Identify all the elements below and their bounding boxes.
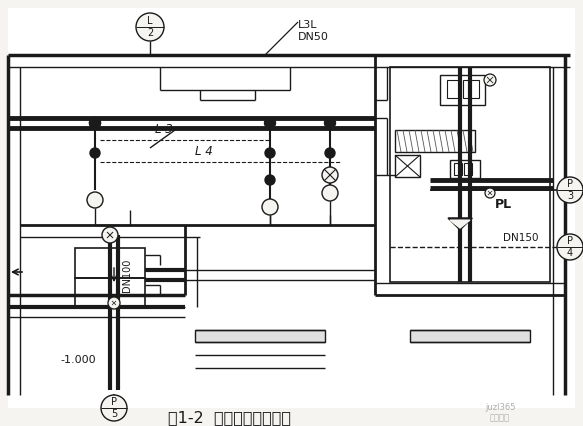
Polygon shape: [448, 218, 472, 230]
Circle shape: [101, 395, 127, 421]
Text: DN100: DN100: [122, 258, 132, 292]
Circle shape: [90, 118, 100, 129]
Bar: [464, 163, 472, 175]
Circle shape: [265, 118, 276, 129]
Circle shape: [265, 175, 275, 185]
Bar: [450, 160, 480, 178]
Circle shape: [325, 118, 335, 129]
Text: 5: 5: [111, 409, 117, 419]
Circle shape: [485, 188, 495, 198]
Bar: [75, 248, 145, 278]
Bar: [195, 330, 325, 342]
Circle shape: [557, 234, 583, 260]
Circle shape: [102, 227, 118, 243]
Circle shape: [322, 167, 338, 183]
Text: L: L: [147, 16, 153, 26]
Polygon shape: [450, 220, 470, 228]
Text: P: P: [111, 397, 117, 407]
Circle shape: [484, 74, 496, 86]
Bar: [395, 155, 420, 177]
Text: L 4: L 4: [195, 145, 213, 158]
Circle shape: [87, 192, 103, 208]
Text: 图1-2  室内给排水平面图: 图1-2 室内给排水平面图: [168, 411, 292, 426]
Bar: [75, 278, 145, 306]
Circle shape: [262, 199, 278, 215]
Circle shape: [557, 177, 583, 203]
Text: 2: 2: [147, 28, 153, 38]
Text: 3: 3: [567, 191, 573, 201]
Bar: [410, 330, 530, 342]
Bar: [440, 75, 485, 105]
Text: -1.000: -1.000: [60, 355, 96, 365]
Text: PL: PL: [495, 199, 512, 211]
Bar: [390, 67, 550, 282]
Bar: [395, 130, 475, 152]
Bar: [447, 80, 461, 98]
Text: P: P: [567, 179, 573, 189]
Text: L3L
DN50: L3L DN50: [298, 20, 329, 42]
Bar: [463, 80, 479, 98]
Bar: [454, 163, 462, 175]
Circle shape: [108, 297, 120, 309]
Circle shape: [90, 148, 100, 158]
Circle shape: [136, 13, 164, 41]
Text: 4: 4: [567, 248, 573, 258]
Circle shape: [265, 148, 275, 158]
Text: P: P: [567, 236, 573, 246]
Circle shape: [322, 185, 338, 201]
Text: L 3: L 3: [155, 123, 173, 136]
Circle shape: [90, 118, 100, 129]
Text: DN150: DN150: [503, 233, 539, 243]
Circle shape: [325, 148, 335, 158]
Text: juzl365
易筑奇材: juzl365 易筑奇材: [484, 403, 515, 423]
